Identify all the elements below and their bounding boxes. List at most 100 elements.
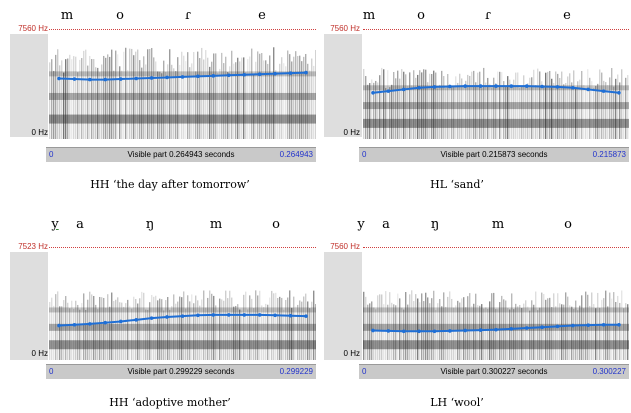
spectrogram-striation bbox=[153, 296, 155, 360]
spectrogram-striation bbox=[367, 84, 369, 139]
spectrogram-striation bbox=[143, 292, 145, 360]
pitch-point bbox=[227, 313, 231, 317]
spectrogram-striation bbox=[583, 308, 585, 360]
spectrogram-striation bbox=[241, 57, 243, 139]
spectrogram-striation bbox=[615, 301, 617, 360]
spectrogram-striation bbox=[519, 88, 521, 139]
pitch-point bbox=[478, 328, 483, 332]
spectrogram-striation bbox=[421, 72, 423, 139]
spectrogram-striation bbox=[585, 88, 587, 139]
spectrogram-striation bbox=[133, 55, 135, 139]
spectrogram-striation bbox=[225, 56, 227, 139]
spectrogram-striation bbox=[571, 306, 573, 360]
spectrogram-striation bbox=[229, 290, 231, 360]
spectrogram-striation bbox=[577, 310, 579, 360]
spectrogram-striation bbox=[479, 71, 481, 139]
y-axis-bottom-label: 0 Hz bbox=[31, 128, 48, 137]
pitch-point bbox=[242, 313, 247, 317]
spectrogram-striation bbox=[597, 83, 599, 139]
pitch-point bbox=[509, 84, 514, 88]
spectrogram-striation bbox=[531, 300, 533, 360]
pitch-point bbox=[386, 329, 391, 333]
spectrogram-striation bbox=[273, 293, 275, 360]
spectrogram bbox=[363, 55, 629, 139]
spectrogram-striation bbox=[71, 59, 73, 139]
formant-band bbox=[363, 340, 629, 350]
spectrogram-striation bbox=[225, 290, 227, 360]
pitch-point bbox=[88, 77, 92, 82]
spectrogram-striation bbox=[609, 77, 611, 139]
spectrogram-striation bbox=[279, 63, 281, 139]
spectrogram-striation bbox=[99, 72, 101, 139]
pitch-point bbox=[417, 329, 421, 334]
spectrogram-striation bbox=[147, 49, 149, 139]
spectrogram-striation bbox=[131, 48, 133, 139]
spectrogram-striation bbox=[49, 301, 51, 360]
spectrogram-striation bbox=[241, 310, 243, 360]
spectrogram-striation bbox=[451, 298, 453, 360]
top-frequency-line bbox=[363, 29, 629, 30]
spectrogram-striation bbox=[495, 83, 497, 139]
spectrogram-striation bbox=[549, 70, 551, 139]
spectrogram bbox=[49, 31, 316, 139]
spectrogram-striation bbox=[79, 309, 81, 360]
spectrogram-striation bbox=[201, 47, 203, 139]
spectrogram-striation bbox=[93, 295, 95, 360]
spectrogram-striation bbox=[375, 80, 377, 139]
spectrogram-striation bbox=[245, 291, 247, 360]
spectrogram-striation bbox=[413, 70, 415, 139]
spectrogram-striation bbox=[493, 292, 495, 360]
pitch-point bbox=[586, 87, 591, 92]
pitch-point bbox=[257, 72, 262, 76]
pitch-point bbox=[180, 314, 185, 318]
segment-label: ɾ bbox=[185, 8, 191, 23]
spectrogram-striation bbox=[513, 79, 515, 139]
spectrogram-striation bbox=[215, 53, 217, 139]
spectrogram-striation bbox=[193, 52, 195, 139]
spectrogram-striation bbox=[261, 53, 263, 139]
spectrogram-striation bbox=[309, 70, 311, 139]
spectrogram-striation bbox=[571, 82, 573, 139]
spectrogram-svg bbox=[49, 290, 316, 360]
formant-band bbox=[363, 102, 629, 110]
pitch-point bbox=[586, 323, 591, 327]
spectrogram-striation bbox=[379, 75, 381, 139]
spectrogram-striation bbox=[293, 296, 295, 360]
spectrogram-striation bbox=[615, 78, 617, 139]
formant-band bbox=[363, 307, 629, 313]
spectrogram-striation bbox=[459, 73, 461, 139]
spectrogram-striation bbox=[451, 85, 453, 139]
spectrogram-striation bbox=[203, 290, 205, 360]
y-axis-bottom-label: 0 Hz bbox=[343, 349, 360, 358]
spectrogram-striation bbox=[449, 291, 451, 360]
spectrogram-striation bbox=[191, 294, 193, 360]
spectrogram-striation bbox=[507, 307, 509, 360]
spectrogram-striation bbox=[121, 302, 123, 360]
pitch-point bbox=[149, 316, 154, 320]
spectrogram-striation bbox=[67, 58, 69, 139]
spectrogram-striation bbox=[289, 54, 291, 139]
spectrogram-striation bbox=[363, 68, 365, 139]
time-bar: 0 Visible part 0.300227 seconds 0.300227 bbox=[359, 364, 629, 379]
spectrogram-striation bbox=[121, 70, 123, 139]
spectrogram-striation bbox=[411, 85, 413, 139]
spectrogram-striation bbox=[169, 49, 171, 139]
y-axis-top-label: 7560 Hz bbox=[18, 24, 48, 33]
spectrogram-striation bbox=[207, 57, 209, 139]
spectrogram-striation bbox=[287, 297, 289, 360]
time-start-label: 0 bbox=[49, 367, 54, 376]
time-start-label: 0 bbox=[49, 150, 54, 159]
pitch-point bbox=[196, 74, 200, 79]
spectrogram-striation bbox=[421, 293, 423, 360]
spectrogram-striation bbox=[619, 302, 621, 360]
spectrogram-striation bbox=[315, 49, 316, 139]
spectrogram-striation bbox=[113, 301, 115, 360]
spectrogram-striation bbox=[89, 291, 91, 360]
spectrogram-striation bbox=[87, 299, 89, 360]
spectrogram-striation bbox=[445, 306, 447, 360]
spectrogram-striation bbox=[513, 309, 515, 360]
spectrogram-striation bbox=[275, 70, 277, 139]
spectrogram-striation bbox=[155, 295, 157, 360]
spectrogram-striation bbox=[155, 61, 157, 139]
spectrogram-striation bbox=[561, 71, 563, 139]
